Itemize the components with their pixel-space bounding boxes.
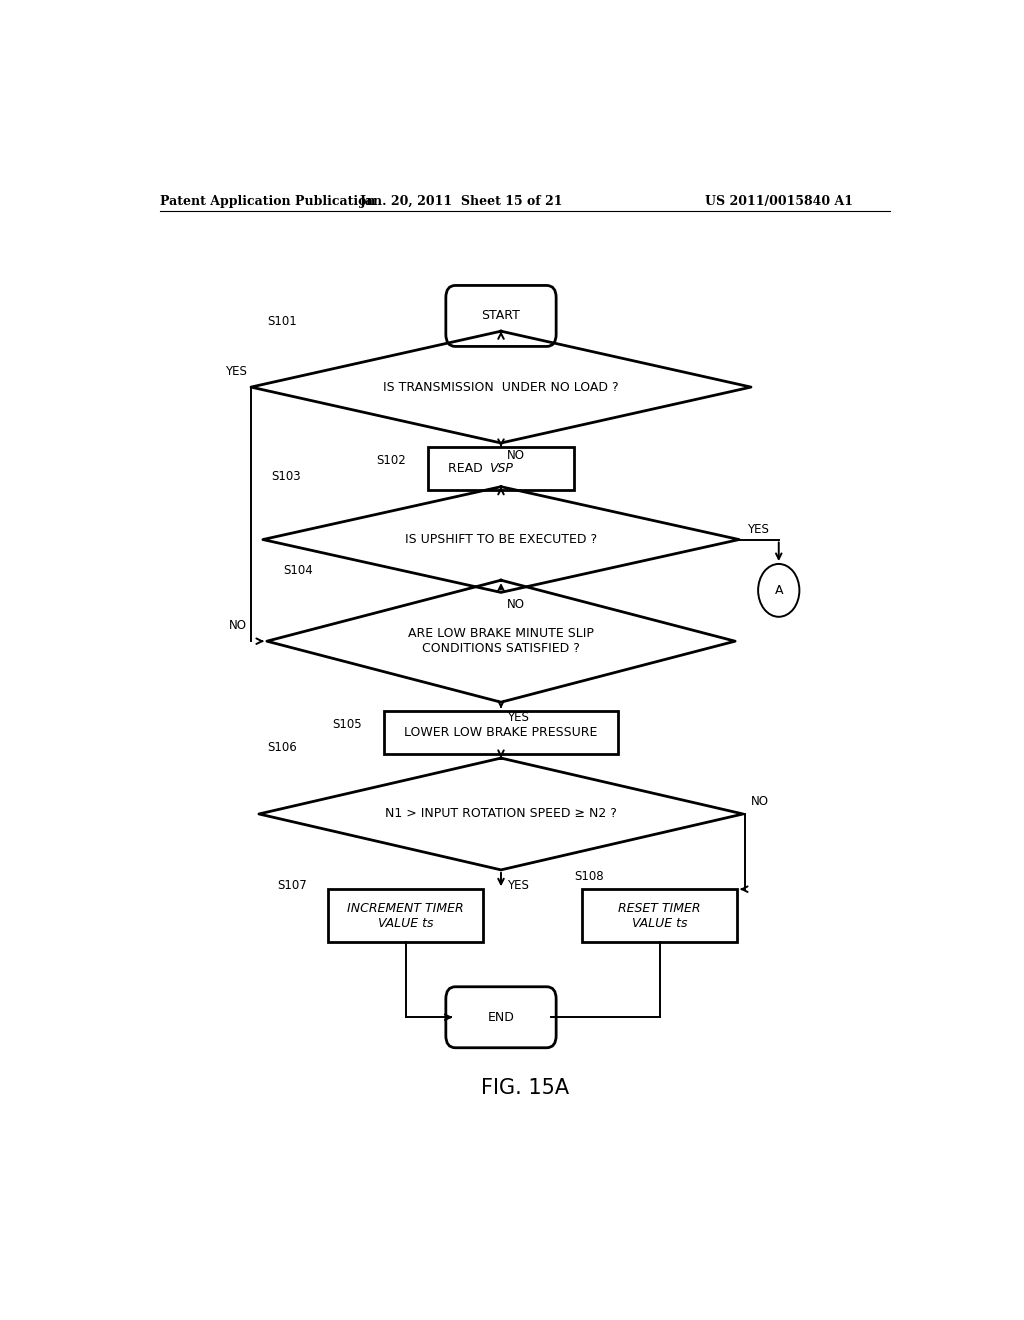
Text: NO: NO — [751, 795, 769, 808]
Text: RESET TIMER
VALUE ts: RESET TIMER VALUE ts — [618, 902, 701, 929]
Text: FIG. 15A: FIG. 15A — [480, 1078, 569, 1098]
Text: NO: NO — [229, 619, 247, 632]
FancyBboxPatch shape — [445, 285, 556, 346]
Text: YES: YES — [507, 711, 529, 723]
Text: VSP: VSP — [489, 462, 513, 475]
Text: S101: S101 — [267, 314, 297, 327]
Text: INCREMENT TIMER
VALUE ts: INCREMENT TIMER VALUE ts — [347, 902, 464, 929]
Text: NO: NO — [507, 598, 525, 611]
Text: S108: S108 — [574, 870, 604, 883]
FancyBboxPatch shape — [583, 890, 737, 942]
Text: NO: NO — [507, 449, 525, 462]
Text: S106: S106 — [267, 742, 297, 755]
Text: US 2011/0015840 A1: US 2011/0015840 A1 — [705, 194, 853, 207]
Text: IS TRANSMISSION  UNDER NO LOAD ?: IS TRANSMISSION UNDER NO LOAD ? — [383, 380, 618, 393]
Text: YES: YES — [748, 523, 769, 536]
Text: S104: S104 — [283, 564, 312, 577]
FancyBboxPatch shape — [384, 711, 618, 754]
Text: READ: READ — [447, 462, 486, 475]
Text: S102: S102 — [376, 454, 406, 467]
Text: ARE LOW BRAKE MINUTE SLIP
CONDITIONS SATISFIED ?: ARE LOW BRAKE MINUTE SLIP CONDITIONS SAT… — [408, 627, 594, 655]
FancyBboxPatch shape — [428, 447, 574, 490]
Text: LOWER LOW BRAKE PRESSURE: LOWER LOW BRAKE PRESSURE — [404, 726, 598, 739]
Text: YES: YES — [225, 366, 247, 379]
Text: A: A — [774, 583, 783, 597]
FancyBboxPatch shape — [445, 987, 556, 1048]
Text: END: END — [487, 1011, 514, 1024]
Text: YES: YES — [507, 879, 529, 891]
Text: N1 > INPUT ROTATION SPEED ≥ N2 ?: N1 > INPUT ROTATION SPEED ≥ N2 ? — [385, 808, 616, 821]
Text: Patent Application Publication: Patent Application Publication — [160, 194, 375, 207]
Text: S105: S105 — [333, 718, 361, 731]
Text: START: START — [481, 309, 520, 322]
Text: IS UPSHIFT TO BE EXECUTED ?: IS UPSHIFT TO BE EXECUTED ? — [404, 533, 597, 546]
Text: S103: S103 — [270, 470, 300, 483]
Text: Jan. 20, 2011  Sheet 15 of 21: Jan. 20, 2011 Sheet 15 of 21 — [359, 194, 563, 207]
FancyBboxPatch shape — [329, 890, 483, 942]
Text: S107: S107 — [276, 879, 306, 891]
